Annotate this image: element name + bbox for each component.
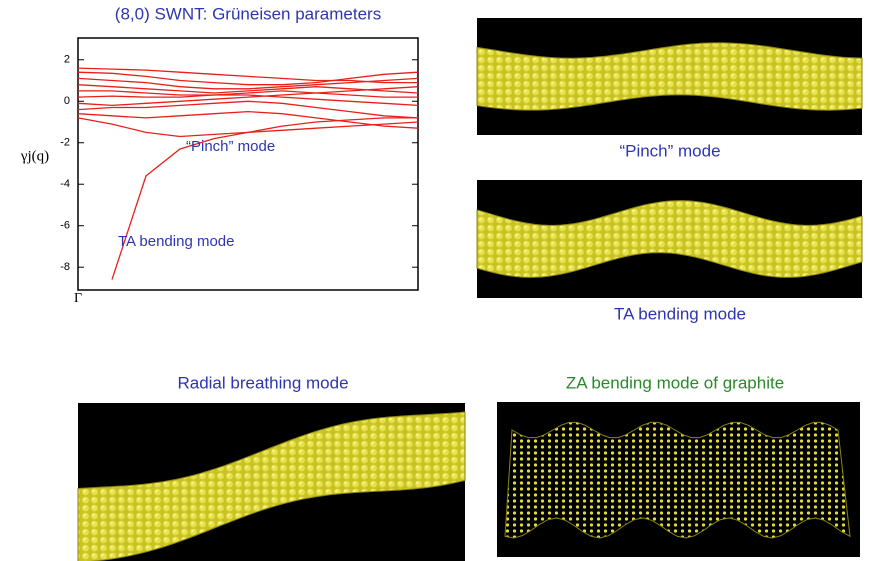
y-tick-label: 2	[64, 54, 70, 66]
annotation: “Pinch” mode	[186, 138, 275, 155]
series-line	[78, 118, 418, 137]
y-tick-label: -4	[60, 178, 70, 190]
series-line	[78, 72, 418, 85]
plot: 2 0 -2 -4 -6 -8 Γ “Pinch” mode TA bending mode	[60, 54, 418, 307]
y-tick-label: 0	[64, 95, 70, 107]
y-tick-label: -8	[60, 261, 70, 273]
panel-caption: TA bending mode	[614, 304, 746, 323]
panel-caption: “Pinch” mode	[619, 141, 720, 160]
panel-caption: Radial breathing mode	[177, 373, 348, 392]
y-tick-label: -2	[60, 137, 70, 149]
chart-title: (8,0) SWNT: Grüneisen parameters	[115, 4, 381, 23]
figure: (8,0) SWNT: Grüneisen parameters γj(q) 2…	[0, 0, 875, 561]
y-tick-label: -6	[60, 220, 70, 232]
x-tick-label: Γ	[74, 291, 82, 306]
annotation: TA bending mode	[118, 233, 234, 250]
y-axis-label: γj(q)	[20, 148, 49, 164]
panel-caption: ZA bending mode of graphite	[566, 373, 784, 392]
